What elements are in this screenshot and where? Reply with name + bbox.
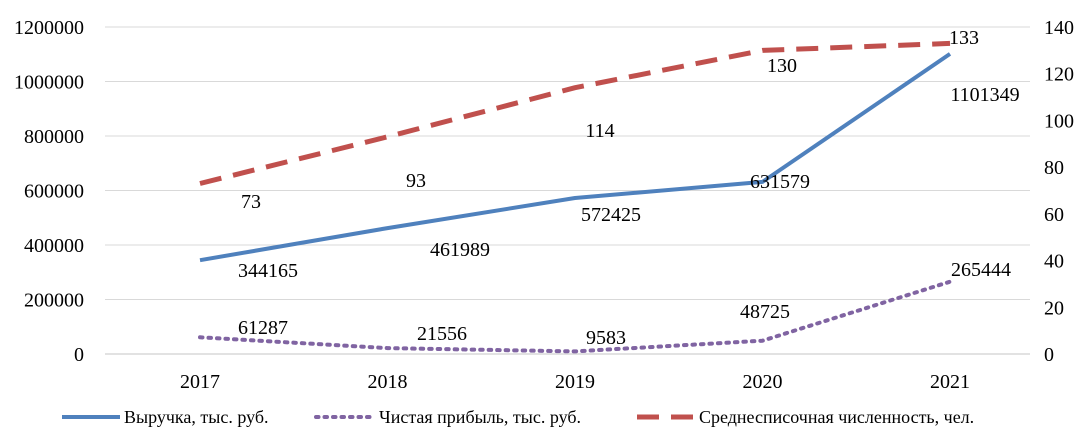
- series-line-1: [199, 52, 952, 263]
- y-tick-label: 600000: [24, 181, 84, 203]
- data-label: 61287: [238, 317, 288, 339]
- data-label: 9583: [586, 327, 626, 349]
- y-tick-label: 0: [74, 344, 84, 366]
- series-line-3: [199, 40, 951, 186]
- y2-tick-label: 120: [1044, 64, 1074, 86]
- data-label: 21556: [417, 323, 467, 345]
- data-label: 572425: [581, 204, 641, 226]
- legend-label: Выручка, тыс. руб.: [124, 407, 269, 427]
- x-tick-label: 2021: [930, 371, 970, 393]
- data-label: 631579: [750, 171, 810, 193]
- x-tick-label: 2018: [368, 371, 408, 393]
- data-label: 130: [767, 55, 797, 77]
- y2-tick-label: 20: [1044, 297, 1064, 319]
- legend: Выручка, тыс. руб. Чистая прибыль, тыс. р…: [62, 407, 974, 427]
- series-line-2: [198, 279, 952, 354]
- legend-label: Среднесписочная численность, чел.: [699, 407, 974, 427]
- y2-tick-label: 60: [1044, 204, 1064, 226]
- data-label: 461989: [430, 239, 490, 261]
- y-tick-label: 400000: [24, 235, 84, 257]
- data-label: 114: [585, 120, 614, 142]
- series-lines: [198, 40, 952, 354]
- y2-tick-label: 40: [1044, 251, 1064, 273]
- data-label: 133: [949, 27, 979, 49]
- y-tick-label: 800000: [24, 126, 84, 148]
- x-tick-label: 2020: [743, 371, 783, 393]
- data-label: 344165: [238, 260, 298, 282]
- data-label: 73: [241, 191, 261, 213]
- y-tick-label: 200000: [24, 290, 84, 312]
- data-labels: 344165 461989 572425 631579 1101349 61287 2155…: [238, 27, 1020, 349]
- y2-tick-label: 140: [1044, 17, 1074, 39]
- y2-tick-label: 80: [1044, 157, 1064, 179]
- x-tick-label: 2019: [555, 371, 595, 393]
- y-tick-label: 1200000: [14, 17, 84, 39]
- data-label: 1101349: [950, 84, 1019, 106]
- y2-tick-label: 100: [1044, 110, 1074, 132]
- data-label: 48725: [740, 301, 790, 323]
- y-tick-label: 1000000: [14, 72, 84, 94]
- data-label: 93: [406, 170, 426, 192]
- gridlines: [105, 26, 1030, 300]
- legend-label: Чистая прибыль, тыс. руб.: [379, 407, 581, 427]
- data-label: 265444: [951, 259, 1011, 281]
- axes: 0 200000 400000 600000 800000 1000000 1200000 0…: [14, 17, 1074, 393]
- x-tick-label: 2017: [180, 371, 220, 393]
- y2-tick-label: 0: [1044, 344, 1054, 366]
